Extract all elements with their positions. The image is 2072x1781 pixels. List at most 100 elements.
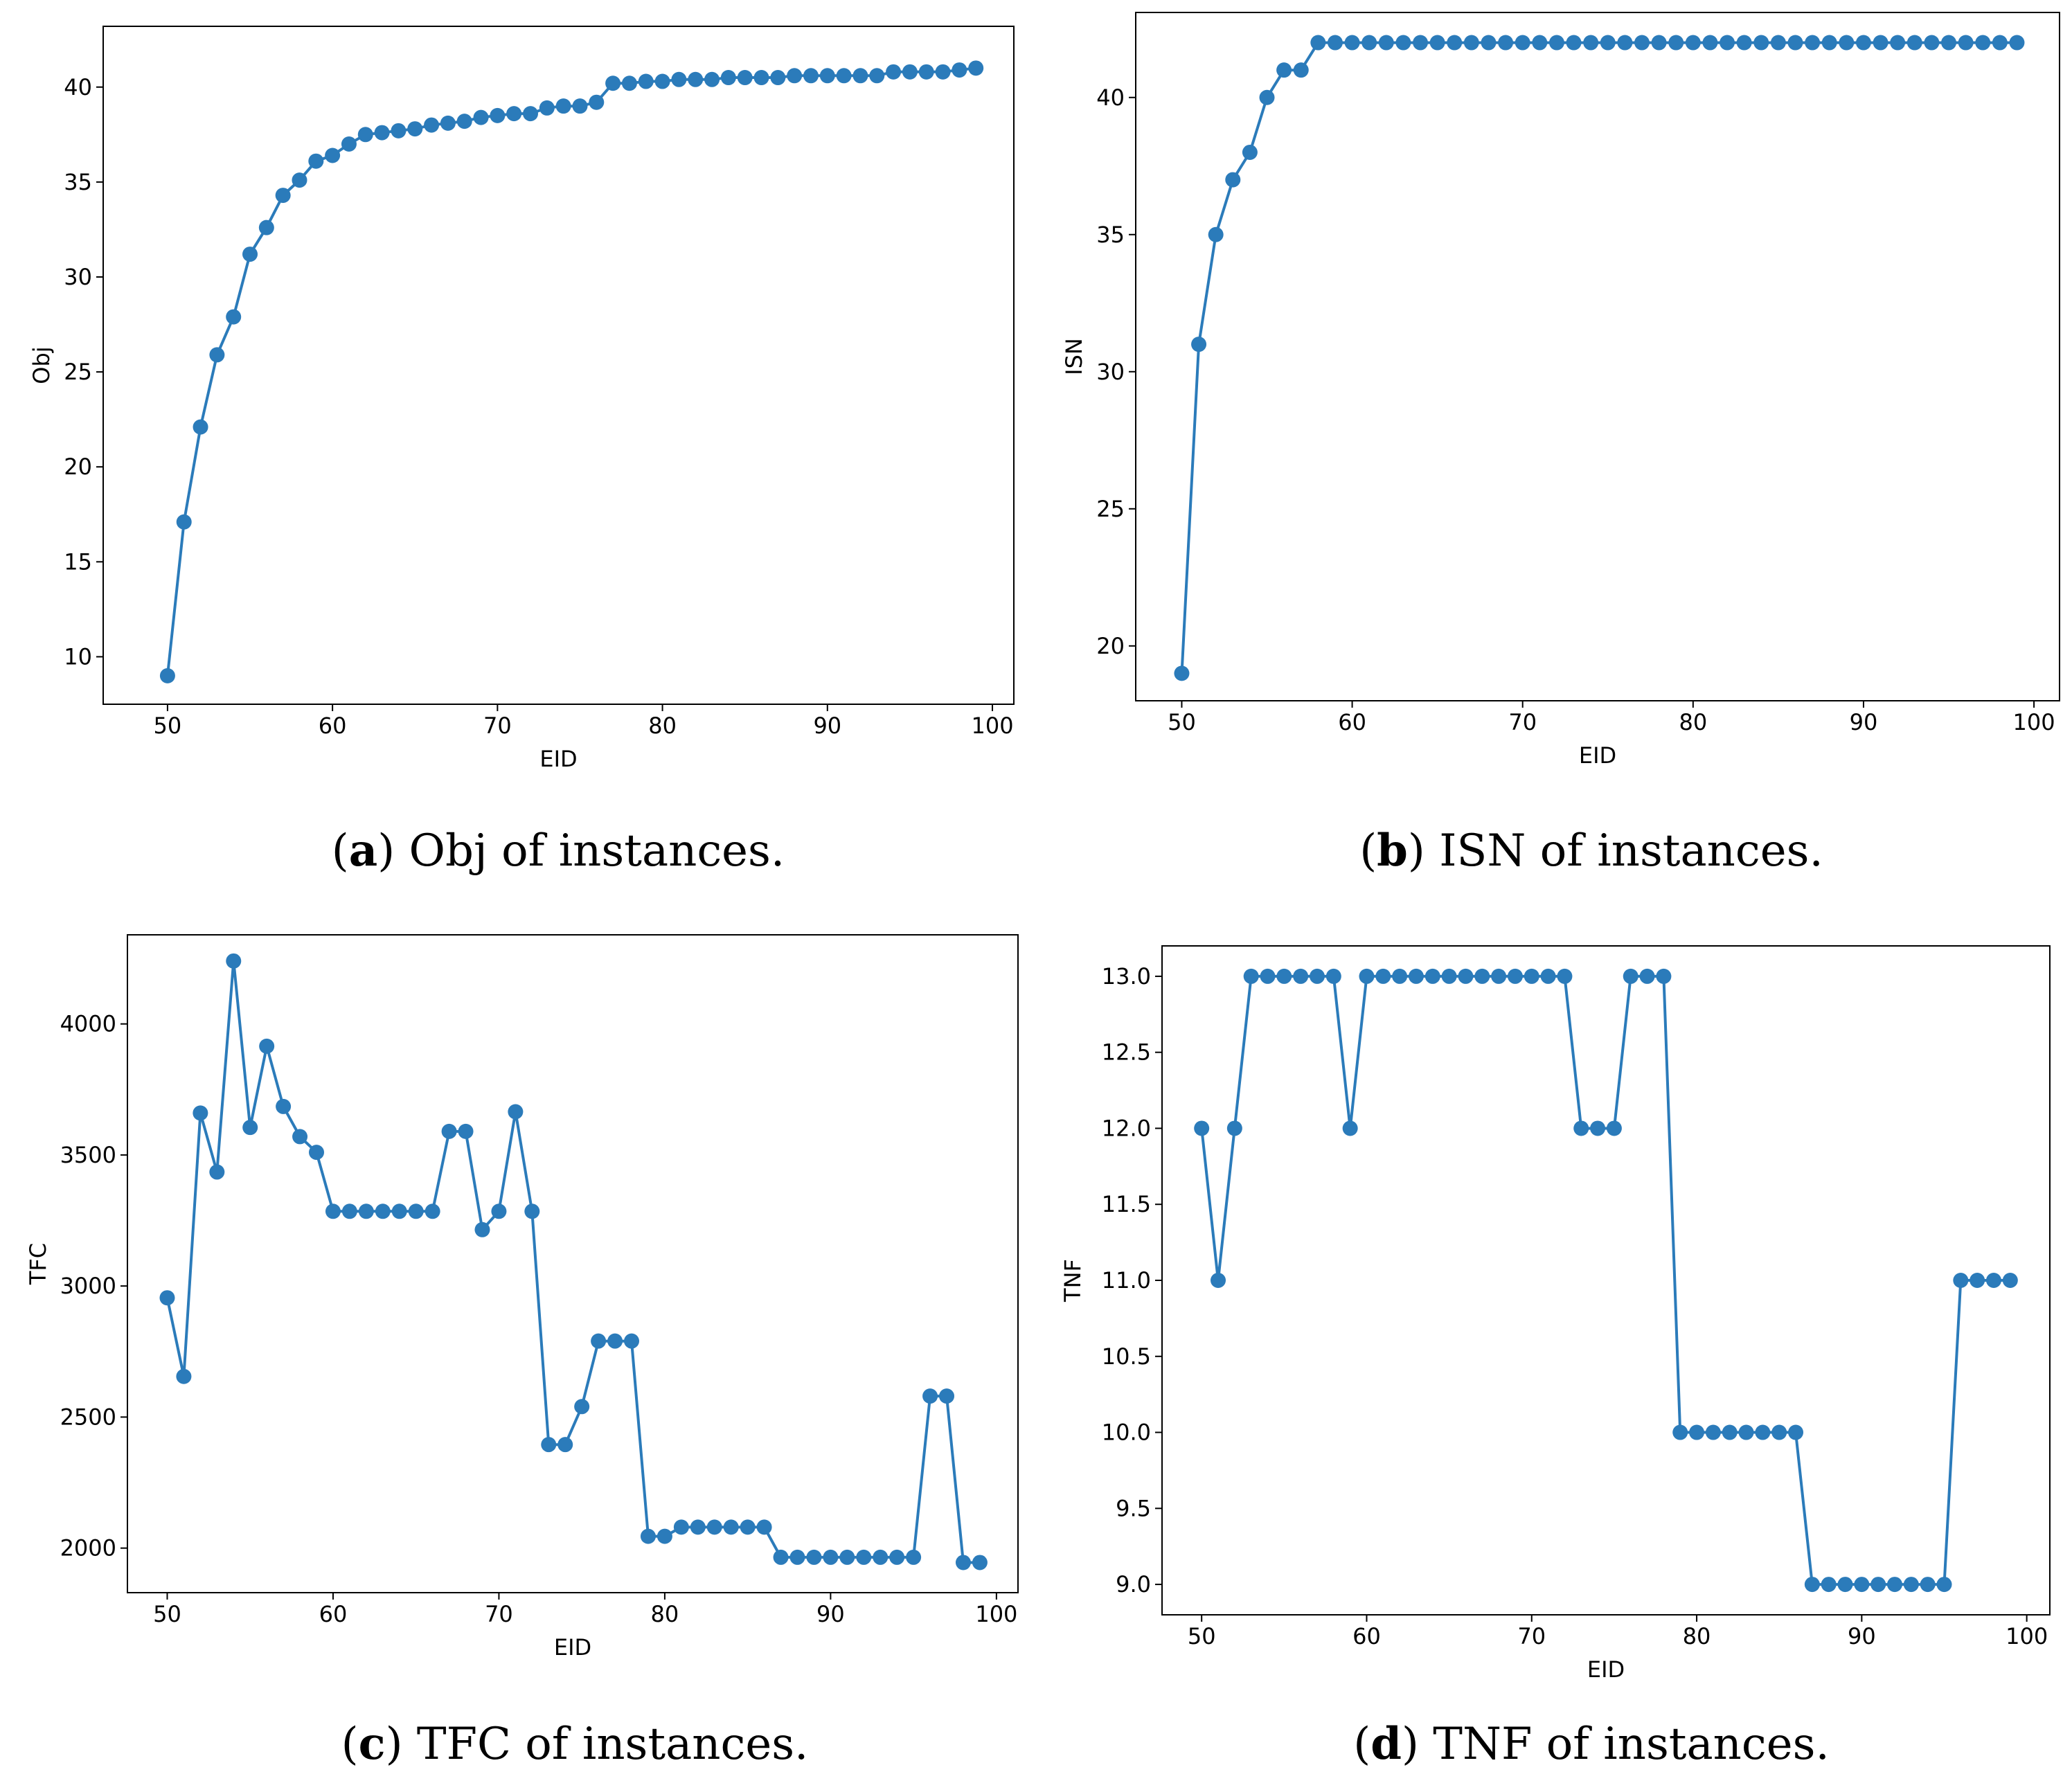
y-tick-label: 15: [64, 548, 92, 575]
x-tick-label: 50: [154, 713, 182, 739]
data-point: [918, 64, 934, 80]
data-point: [589, 94, 605, 110]
data-point: [456, 114, 472, 129]
data-point: [1293, 62, 1309, 78]
data-point: [557, 1437, 573, 1453]
data-point: [1958, 35, 1974, 51]
x-tick-label: 90: [816, 1601, 845, 1627]
data-point: [440, 115, 456, 131]
data-point: [1975, 35, 1991, 51]
data-point: [357, 127, 373, 143]
y-tick-label: 20: [1096, 633, 1125, 659]
x-tick-label: 70: [485, 1601, 513, 1627]
data-point: [638, 73, 654, 89]
caption-letter: c: [359, 1718, 386, 1770]
data-point: [259, 1038, 275, 1054]
data-point: [1441, 968, 1457, 984]
data-point: [819, 68, 835, 84]
x-tick-label: 80: [1679, 709, 1707, 735]
data-point: [803, 68, 819, 84]
data-point: [524, 1203, 540, 1219]
data-point: [1327, 35, 1343, 51]
x-tick-label: 100: [975, 1601, 1017, 1627]
data-point: [1259, 89, 1275, 105]
data-point: [1174, 665, 1190, 681]
y-tick-label: 30: [64, 264, 92, 290]
x-axis-label: EID: [539, 746, 577, 772]
data-point: [1672, 1424, 1688, 1440]
x-tick-label: 70: [1508, 709, 1537, 735]
data-point: [391, 123, 407, 138]
data-point: [968, 60, 984, 76]
data-point: [1507, 968, 1523, 984]
data-point: [1260, 968, 1276, 984]
data-point: [605, 75, 621, 91]
data-point: [159, 668, 175, 683]
data-point: [886, 64, 902, 80]
data-point: [1992, 35, 2008, 51]
data-point: [869, 68, 885, 84]
data-point: [2009, 35, 2025, 51]
data-point: [325, 1203, 341, 1219]
x-tick-label: 80: [648, 713, 677, 739]
data-point: [275, 188, 291, 204]
plot-frame: [102, 26, 1015, 705]
data-point: [1557, 968, 1573, 984]
data-point: [1359, 968, 1375, 984]
data-point: [209, 1164, 225, 1180]
data-point: [1920, 1577, 1936, 1593]
data-point: [308, 153, 324, 169]
data-point: [723, 1519, 739, 1535]
data-point: [1606, 1120, 1622, 1136]
plot-frame: [127, 934, 1019, 1593]
data-point: [955, 1555, 971, 1570]
x-tick-label: 90: [1850, 709, 1878, 735]
y-tick-label: 4000: [60, 1011, 116, 1037]
caption-letter: d: [1370, 1718, 1402, 1770]
series-line: [166, 959, 980, 1564]
data-point: [922, 1388, 938, 1404]
data-point: [193, 419, 208, 435]
data-point: [1225, 172, 1241, 188]
data-point: [1623, 968, 1638, 984]
data-point: [341, 136, 357, 152]
data-point: [1903, 1577, 1919, 1593]
data-point: [176, 514, 192, 530]
x-tick-label: 50: [1168, 709, 1196, 735]
data-point: [1870, 1577, 1886, 1593]
data-point: [1985, 1273, 2001, 1288]
data-point: [1481, 35, 1497, 51]
data-point: [425, 1203, 440, 1219]
x-tick-label: 50: [1188, 1623, 1216, 1649]
caption-paren-open: (: [1359, 825, 1377, 877]
y-tick-label: 9.5: [1116, 1495, 1151, 1521]
data-point: [292, 1129, 308, 1145]
y-tick-label: 35: [64, 169, 92, 195]
y-tick-label: 13.0: [1102, 963, 1151, 990]
data-point: [952, 62, 967, 78]
y-tick-label: 25: [64, 359, 92, 385]
caption-paren-close: ): [386, 1719, 417, 1770]
data-point: [1656, 968, 1672, 984]
data-point: [1211, 1273, 1226, 1288]
y-tick-label: 40: [64, 74, 92, 100]
x-tick-label: 70: [1517, 1623, 1546, 1649]
y-tick-label: 2000: [60, 1535, 116, 1561]
data-point: [226, 953, 242, 969]
data-point: [375, 1203, 391, 1219]
caption-paren-open: (: [341, 1719, 359, 1770]
data-point: [408, 1203, 424, 1219]
data-point: [1566, 35, 1582, 51]
data-point: [906, 1549, 922, 1565]
data-point: [1821, 1577, 1837, 1593]
data-point: [176, 1368, 192, 1384]
panel-caption: (a) Obj of instances.: [332, 825, 785, 877]
data-point: [1753, 35, 1769, 51]
data-point: [621, 75, 637, 91]
data-point: [441, 1123, 457, 1139]
x-tick-label: 50: [153, 1601, 181, 1627]
data-point: [491, 1203, 507, 1219]
plot-frame: [1135, 12, 2060, 701]
data-point: [688, 71, 704, 87]
data-point: [292, 172, 307, 188]
